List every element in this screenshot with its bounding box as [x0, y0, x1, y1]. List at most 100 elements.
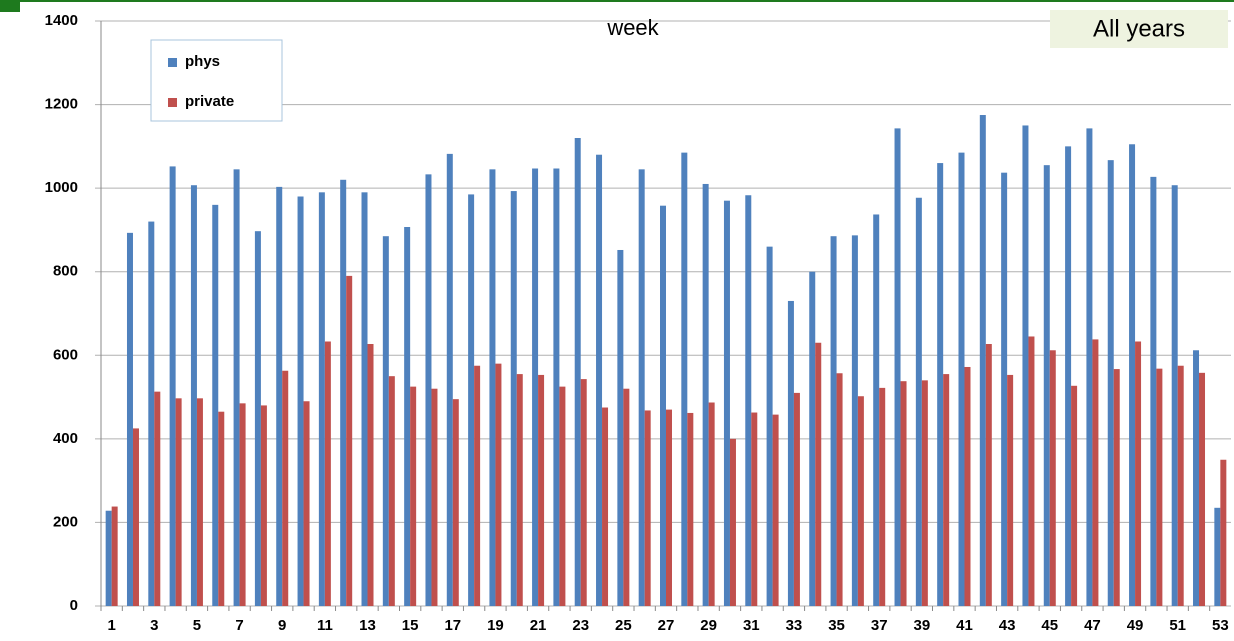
bar	[1071, 385, 1078, 606]
y-tick-label: 1000	[45, 179, 78, 196]
bar	[985, 344, 992, 606]
bar	[1022, 125, 1029, 606]
bar	[410, 386, 417, 606]
bar	[1001, 172, 1008, 607]
bar	[851, 235, 858, 606]
bar	[666, 409, 672, 606]
bar	[1107, 160, 1114, 606]
bars	[105, 115, 1227, 607]
bar	[943, 374, 950, 606]
bar	[516, 374, 523, 606]
bar	[126, 232, 133, 606]
x-tick-label: 15	[402, 617, 419, 634]
bar	[745, 195, 752, 606]
bar	[239, 403, 246, 606]
bar	[873, 214, 880, 607]
bar	[617, 249, 624, 606]
bar	[538, 374, 545, 606]
bar	[857, 396, 864, 606]
bar	[446, 153, 453, 606]
bar	[1177, 365, 1184, 606]
x-tick-label: 39	[914, 617, 931, 634]
bar	[111, 506, 118, 606]
bar	[1199, 372, 1206, 606]
bar	[681, 152, 688, 606]
bar	[809, 271, 816, 606]
x-tick-label: 1	[107, 617, 115, 634]
legend-swatch	[168, 98, 177, 107]
bar	[318, 192, 325, 607]
x-tick-label: 35	[828, 617, 845, 634]
x-tick-label: 31	[743, 617, 760, 634]
bar	[190, 185, 197, 607]
bar	[382, 236, 389, 607]
bar	[836, 373, 843, 606]
bar	[815, 342, 822, 606]
bar	[660, 205, 666, 606]
bar	[793, 392, 800, 606]
chart-title: week	[606, 15, 659, 40]
bar	[1135, 341, 1142, 606]
x-tick-label: 41	[956, 617, 973, 634]
x-tick-label: 21	[530, 617, 547, 634]
bar	[303, 401, 310, 606]
bar	[105, 510, 112, 606]
bar	[1150, 176, 1157, 606]
bar	[958, 152, 965, 606]
bar	[723, 200, 730, 606]
x-tick-label: 25	[615, 617, 632, 634]
bar	[1129, 144, 1136, 606]
bar	[233, 169, 240, 606]
bar	[154, 391, 161, 606]
legend	[150, 39, 283, 122]
bar	[687, 412, 694, 606]
bar	[729, 438, 736, 606]
bar	[425, 174, 432, 606]
bar	[1156, 368, 1163, 606]
bar	[979, 115, 986, 607]
y-tick-label: 400	[53, 430, 78, 447]
bar	[282, 370, 289, 606]
x-tick-label: 33	[786, 617, 803, 634]
bar	[644, 410, 651, 606]
x-tick-label: 47	[1084, 617, 1101, 634]
bar	[964, 366, 971, 606]
y-tick-label: 200	[53, 513, 78, 530]
bar	[532, 168, 539, 606]
bar	[218, 411, 225, 606]
bar	[324, 341, 331, 606]
bar	[1086, 128, 1093, 606]
bar	[367, 344, 374, 606]
x-tick-label: 13	[359, 617, 376, 634]
bar	[751, 412, 758, 606]
x-tick-label: 49	[1127, 617, 1144, 634]
x-tick-label: 17	[444, 617, 461, 634]
bar	[879, 387, 886, 606]
bar	[1220, 459, 1227, 606]
y-tick-label: 0	[70, 597, 78, 614]
bar	[1043, 165, 1050, 607]
x-tick-label: 53	[1212, 617, 1229, 634]
bar	[132, 428, 139, 606]
legend-label: phys	[185, 53, 220, 70]
bar	[708, 402, 715, 606]
bar	[894, 128, 901, 606]
x-tick-label: 19	[487, 617, 504, 634]
bar	[148, 221, 155, 607]
bar	[702, 183, 709, 606]
bar	[772, 414, 779, 606]
bar	[1214, 507, 1221, 606]
bar	[921, 380, 928, 606]
bar	[580, 379, 587, 606]
bar	[254, 231, 261, 607]
bar	[602, 407, 609, 606]
y-tick-label: 1200	[45, 96, 78, 113]
bar	[276, 186, 283, 606]
chart-subtitle: All years	[1093, 15, 1185, 42]
bar	[196, 398, 203, 606]
bar	[596, 154, 603, 606]
x-tick-label: 29	[700, 617, 717, 634]
x-tick-label: 43	[999, 617, 1016, 634]
bar	[574, 138, 581, 606]
